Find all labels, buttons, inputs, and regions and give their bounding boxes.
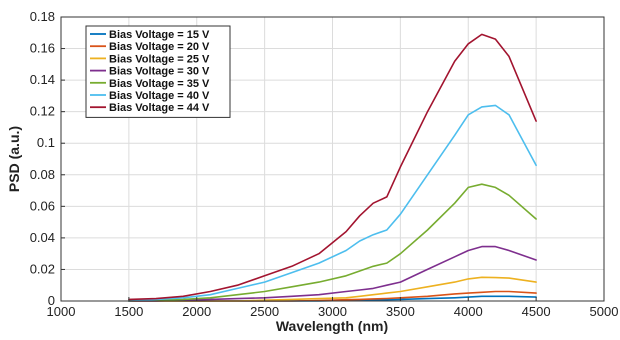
ticks: 1000 1500 2000 2500 3000 3500 4000 4500 5000 0 0.0…	[30, 9, 619, 319]
x-tick-label: 4000	[454, 304, 483, 319]
x-tick-label: 1000	[47, 304, 76, 319]
x-tick-label: 4500	[522, 304, 551, 319]
y-tick-label: 0.16	[30, 41, 55, 56]
series-line-7	[128, 33, 537, 301]
y-tick-label: 0	[48, 293, 55, 308]
y-tick-label: 0.1	[37, 135, 55, 150]
legend-entry-label: Bias Voltage = 35 V	[109, 78, 210, 90]
legend-box	[85, 25, 231, 118]
legend-entry-label: Bias Voltage = 20 V	[109, 41, 210, 53]
series-line-5	[128, 183, 537, 302]
y-axis-label: PSD (a.u.)	[6, 126, 22, 192]
x-tick-label: 2000	[182, 304, 211, 319]
x-tick-label: 2500	[250, 304, 279, 319]
x-axis-label: Wavelength (nm)	[276, 318, 388, 334]
legend-entry-label: Bias Voltage = 44 V	[109, 102, 210, 114]
x-tick-label: 3500	[386, 304, 415, 319]
series-line-6	[128, 104, 537, 302]
y-tick-label: 0.12	[30, 104, 55, 119]
x-tick-label: 5000	[590, 304, 619, 319]
legend-entry-label: Bias Voltage = 30 V	[109, 66, 210, 78]
legend-entry-label: Bias Voltage = 25 V	[109, 53, 210, 65]
y-tick-label: 0.04	[30, 230, 55, 245]
y-tick-label: 0.08	[30, 167, 55, 182]
y-tick-label: 0.06	[30, 198, 55, 213]
x-tick-label: 1500	[114, 304, 143, 319]
y-tick-label: 0.14	[30, 72, 55, 87]
legend-entry-label: Bias Voltage = 15 V	[109, 29, 210, 41]
y-tick-label: 0.18	[30, 9, 55, 24]
series-line-4	[128, 245, 537, 302]
legend-entry-label: Bias Voltage = 40 V	[109, 90, 210, 102]
y-tick-label: 0.02	[30, 261, 55, 276]
x-tick-label: 3000	[318, 304, 347, 319]
